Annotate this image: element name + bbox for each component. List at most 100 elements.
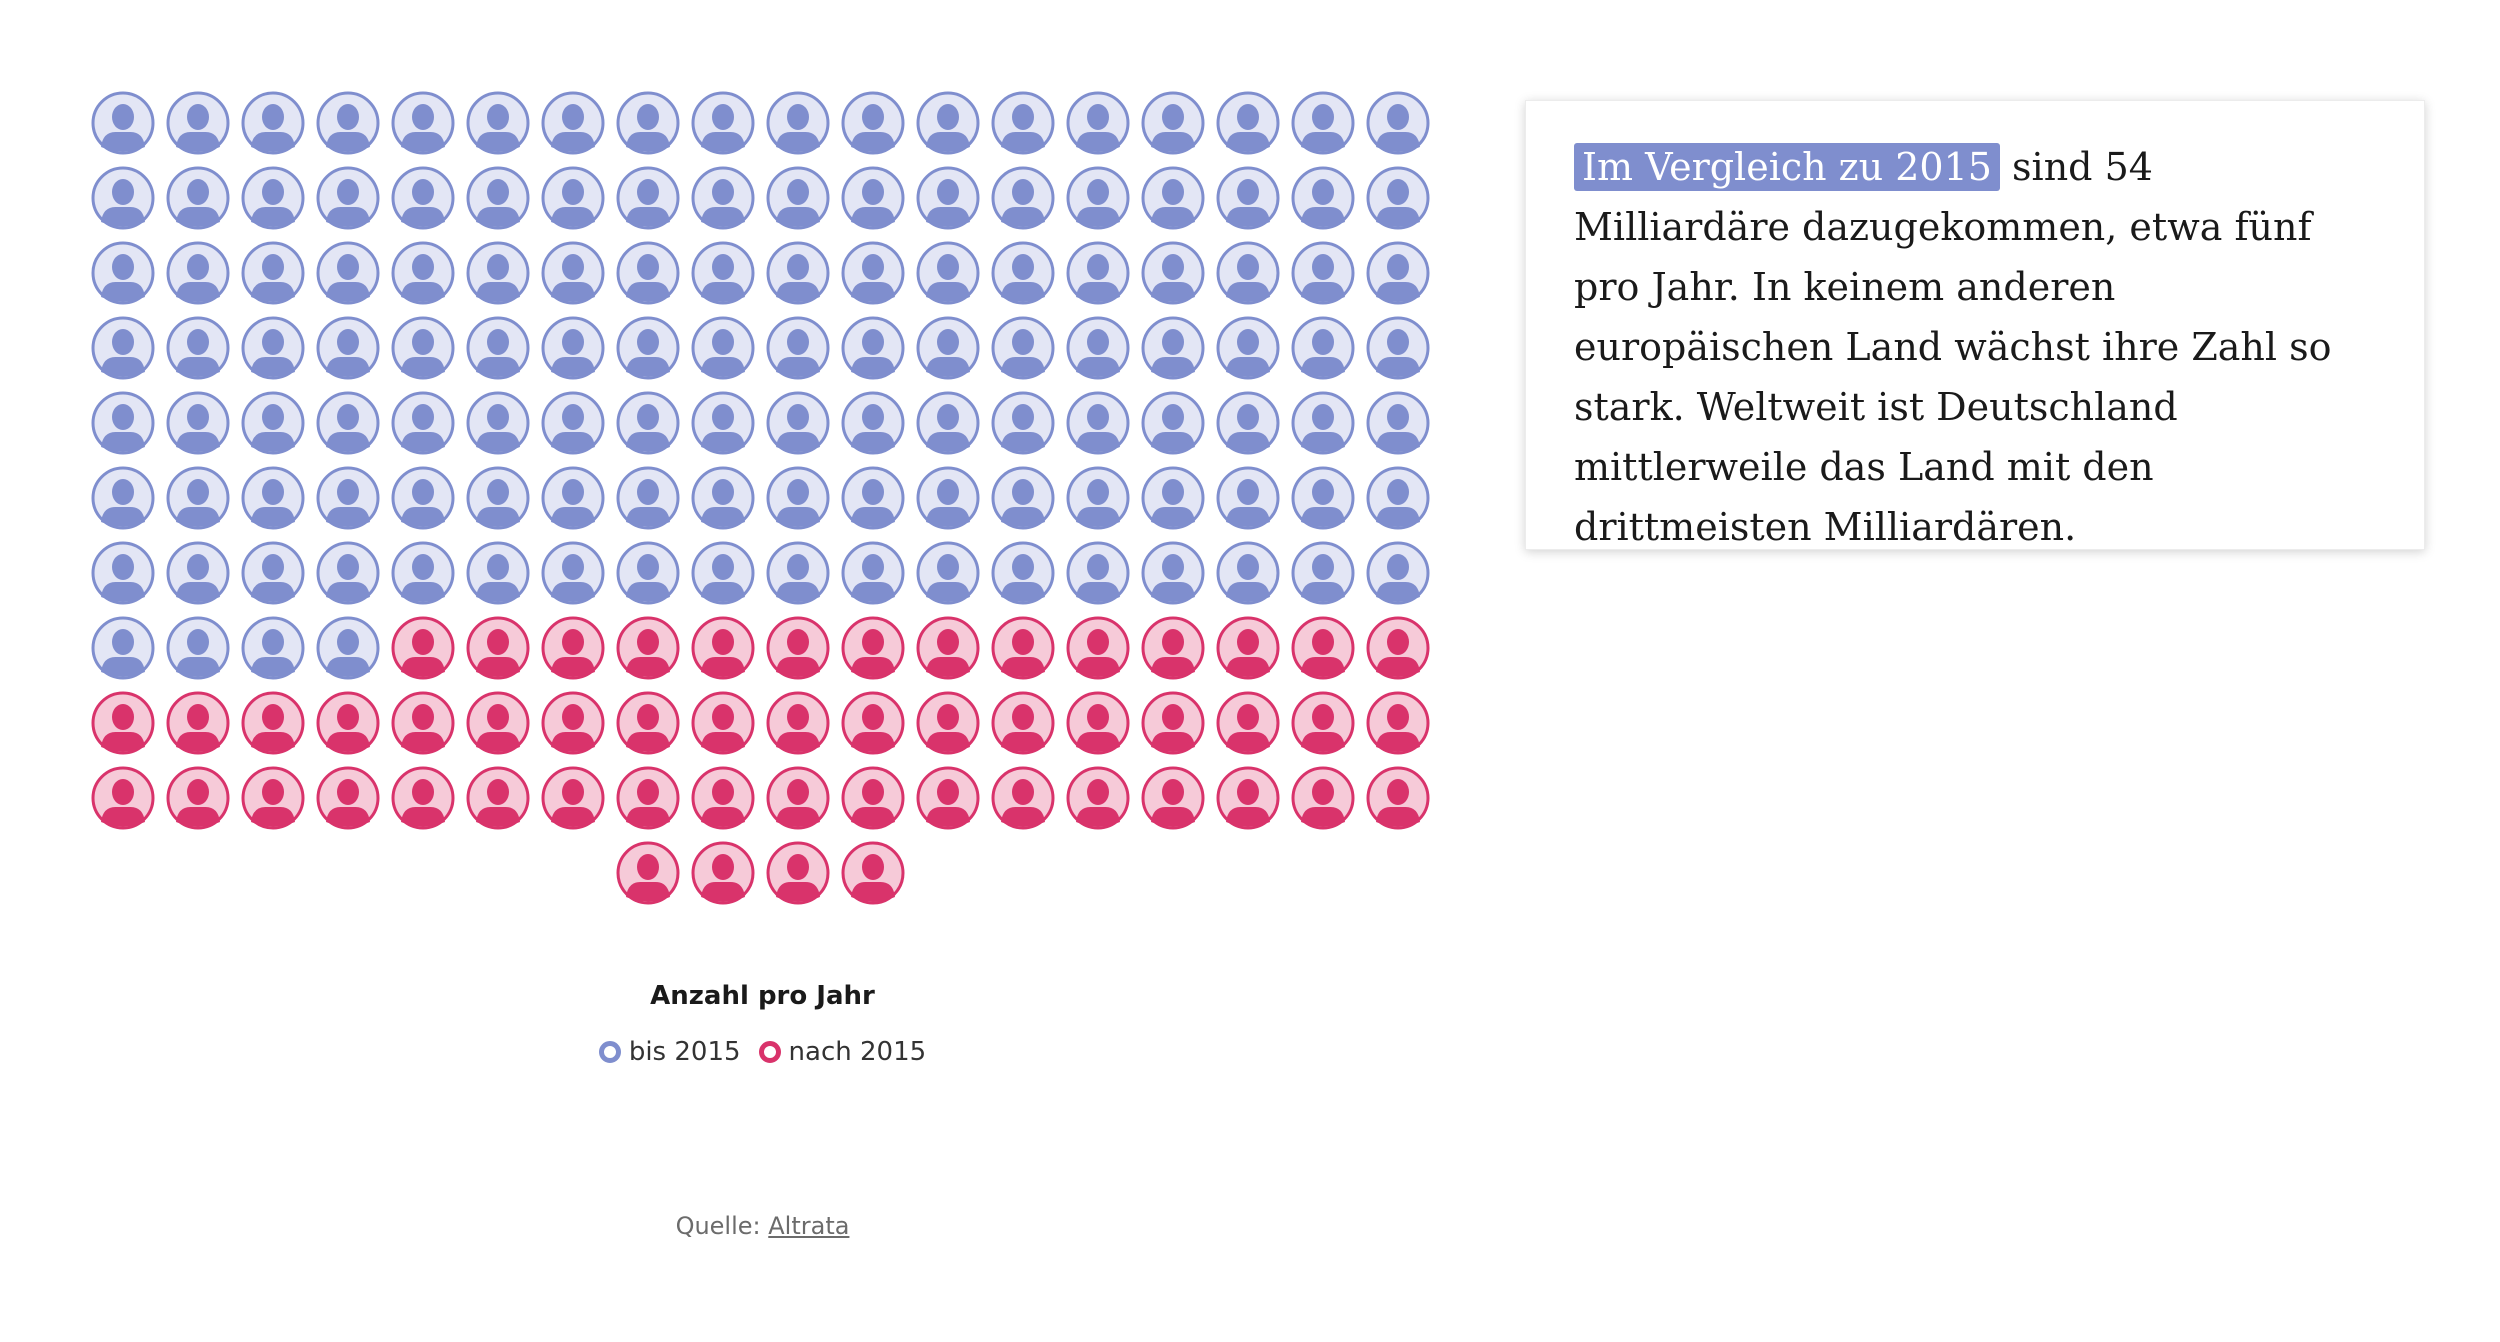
person-icon bbox=[991, 316, 1055, 380]
person-icon bbox=[1141, 691, 1205, 755]
person-icon bbox=[1066, 541, 1130, 605]
person-icon bbox=[466, 541, 530, 605]
person-icon bbox=[691, 166, 755, 230]
legend-title: Anzahl pro Jahr bbox=[650, 981, 875, 1011]
person-icon bbox=[766, 466, 830, 530]
source-link[interactable]: Altrata bbox=[768, 1212, 850, 1240]
person-icon bbox=[91, 766, 155, 830]
person-icon bbox=[691, 691, 755, 755]
legend-swatch-pink-icon bbox=[758, 1041, 781, 1063]
person-icon bbox=[1291, 91, 1355, 155]
person-icon bbox=[1141, 466, 1205, 530]
person-icon bbox=[1291, 541, 1355, 605]
person-icon bbox=[991, 616, 1055, 680]
person-icon bbox=[616, 841, 680, 905]
person-icon bbox=[916, 616, 980, 680]
person-icon bbox=[391, 91, 455, 155]
person-icon bbox=[541, 91, 605, 155]
person-icon bbox=[766, 841, 830, 905]
person-icon bbox=[916, 391, 980, 455]
person-icon bbox=[616, 241, 680, 305]
person-icon bbox=[616, 616, 680, 680]
person-icon bbox=[916, 691, 980, 755]
person-icon bbox=[841, 466, 905, 530]
person-icon bbox=[91, 166, 155, 230]
person-icon bbox=[316, 466, 380, 530]
person-icon bbox=[1066, 616, 1130, 680]
person-icon bbox=[316, 316, 380, 380]
person-icon bbox=[91, 616, 155, 680]
legend-label-nach-2015: nach 2015 bbox=[788, 1037, 927, 1067]
person-icon bbox=[766, 316, 830, 380]
person-icon bbox=[1216, 466, 1280, 530]
person-icon bbox=[316, 616, 380, 680]
person-icon bbox=[616, 91, 680, 155]
person-icon bbox=[466, 316, 530, 380]
person-icon bbox=[766, 91, 830, 155]
person-icon bbox=[391, 691, 455, 755]
person-icon bbox=[241, 241, 305, 305]
person-icon bbox=[1366, 541, 1430, 605]
person-icon bbox=[241, 466, 305, 530]
person-icon bbox=[616, 466, 680, 530]
person-icon bbox=[541, 766, 605, 830]
person-icon bbox=[91, 241, 155, 305]
person-icon bbox=[1291, 616, 1355, 680]
person-icon bbox=[1366, 466, 1430, 530]
person-icon bbox=[691, 316, 755, 380]
person-icon bbox=[1366, 391, 1430, 455]
person-icon bbox=[1366, 691, 1430, 755]
person-icon bbox=[1366, 166, 1430, 230]
legend-swatch-blue-icon bbox=[598, 1041, 621, 1063]
person-icon bbox=[241, 91, 305, 155]
person-icon bbox=[1216, 391, 1280, 455]
waffle-chart-svg bbox=[91, 91, 1430, 905]
person-icon bbox=[1291, 391, 1355, 455]
person-icon bbox=[1066, 691, 1130, 755]
person-icon bbox=[166, 391, 230, 455]
person-icon bbox=[1141, 91, 1205, 155]
person-icon bbox=[1366, 91, 1430, 155]
callout-highlight: Im Vergleich zu 2015 bbox=[1574, 143, 2000, 191]
person-icon bbox=[166, 316, 230, 380]
person-icon bbox=[391, 316, 455, 380]
person-icon bbox=[166, 166, 230, 230]
person-icon bbox=[466, 616, 530, 680]
person-icon bbox=[766, 391, 830, 455]
person-icon bbox=[616, 541, 680, 605]
person-icon bbox=[316, 91, 380, 155]
person-icon bbox=[691, 466, 755, 530]
person-icon bbox=[466, 91, 530, 155]
person-icon bbox=[91, 691, 155, 755]
person-icon bbox=[241, 316, 305, 380]
person-icon bbox=[391, 766, 455, 830]
person-icon bbox=[1216, 691, 1280, 755]
person-icon bbox=[916, 766, 980, 830]
source-line: Quelle: Altrata bbox=[90, 1212, 1435, 1240]
person-icon bbox=[916, 316, 980, 380]
person-icon bbox=[991, 391, 1055, 455]
person-icon bbox=[991, 766, 1055, 830]
person-icon bbox=[1066, 391, 1130, 455]
person-icon bbox=[541, 541, 605, 605]
person-icon bbox=[841, 691, 905, 755]
legend: bis 2015 nach 2015 bbox=[90, 1037, 1435, 1067]
person-icon bbox=[316, 766, 380, 830]
person-icon bbox=[391, 241, 455, 305]
person-icon bbox=[391, 391, 455, 455]
person-icon bbox=[541, 391, 605, 455]
source-label: Quelle: bbox=[675, 1212, 769, 1240]
person-icon bbox=[766, 616, 830, 680]
person-icon bbox=[841, 241, 905, 305]
person-icon bbox=[91, 466, 155, 530]
person-icon bbox=[616, 391, 680, 455]
person-icon bbox=[241, 691, 305, 755]
person-icon bbox=[541, 166, 605, 230]
person-icon bbox=[766, 241, 830, 305]
person-icon bbox=[1216, 241, 1280, 305]
person-icon bbox=[991, 466, 1055, 530]
person-icon bbox=[766, 691, 830, 755]
person-icon bbox=[1141, 391, 1205, 455]
person-icon bbox=[1141, 166, 1205, 230]
person-icon bbox=[991, 691, 1055, 755]
